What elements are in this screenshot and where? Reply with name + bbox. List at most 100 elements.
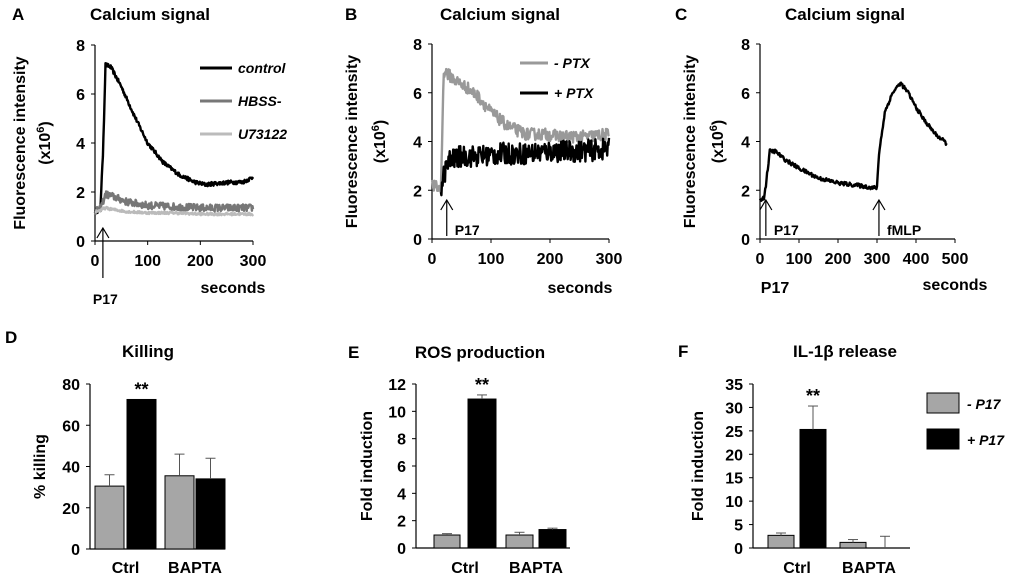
y-axis-label: Fluorescence intensity [344, 55, 361, 228]
x-tick-label: 500 [942, 251, 969, 268]
bar [839, 541, 867, 549]
bar [799, 428, 827, 549]
series-line-1 [439, 137, 611, 197]
chart-title: Calcium signal [90, 5, 210, 24]
x-category-label: Ctrl [783, 560, 811, 577]
legend-label: + P17 [967, 432, 1005, 448]
y-tick-label: 0 [413, 232, 422, 249]
legend-label: control [238, 60, 287, 76]
x-category-label: BAPTA [842, 560, 896, 577]
y-axis-label: Fluorescence intensity [12, 56, 29, 229]
arrow-head [440, 198, 454, 211]
legend-swatch [926, 428, 960, 450]
annotation-label: fMLP [887, 222, 921, 238]
series-line-0 [758, 81, 948, 202]
y-tick-label: 20 [725, 447, 743, 464]
legend-label: HBSS- [238, 93, 282, 109]
y-tick-label: 0 [76, 234, 85, 251]
x-tick-label: 100 [478, 251, 505, 268]
y-tick-label: 0 [734, 541, 743, 558]
arrow-head [759, 198, 773, 211]
legend-label: - PTX [554, 55, 591, 71]
chart-title: Calcium signal [785, 5, 905, 24]
y-tick-label: 40 [62, 460, 80, 477]
legend-swatch [926, 392, 960, 414]
y-tick-label: 2 [413, 183, 422, 200]
x-tick-label: 300 [240, 253, 267, 270]
panel-e: E ROS production Fold induction 0 2 4 6 8 10 12 Ct… [348, 343, 570, 577]
bar-legend: - P17 + P17 [926, 392, 1005, 450]
y-axis-label-unit: (x106) [370, 120, 389, 163]
y-tick-label: 8 [413, 37, 422, 54]
y-tick-label: 20 [62, 501, 80, 518]
y-tick-label: 8 [76, 38, 85, 55]
x-tick-label: 0 [428, 251, 437, 268]
panel-b: B Calcium signal Fluorescence intensity (x1… [344, 5, 622, 297]
y-tick-label: 35 [725, 377, 743, 394]
x-tick-label: 400 [903, 251, 930, 268]
x-tick-label: 100 [134, 253, 161, 270]
y-axis-label: Fold induction [690, 411, 707, 521]
significance-marker: ** [806, 386, 820, 406]
x-tick-label: 300 [864, 251, 891, 268]
y-tick-label: 8 [397, 432, 406, 449]
y-tick-label: 25 [725, 424, 743, 441]
y-axis-label: % killing [32, 434, 49, 499]
y-tick-label: 12 [388, 377, 406, 394]
bar [467, 398, 497, 549]
y-tick-label: 10 [725, 494, 743, 511]
y-tick-label: 8 [741, 37, 750, 54]
panel-label: F [678, 342, 688, 361]
legend-label: + PTX [554, 85, 595, 101]
bar [164, 475, 195, 550]
x-axis-label: seconds [201, 280, 266, 297]
arrow-head [872, 198, 886, 211]
series-line-0 [93, 62, 255, 215]
annotation-label: P17 [93, 291, 118, 307]
x-tick-label: 200 [825, 251, 852, 268]
x-category-label: BAPTA [168, 560, 222, 577]
y-axis-label-unit: (x106) [35, 121, 54, 164]
panel-label: A [12, 5, 24, 24]
x-tick-label: 200 [187, 253, 214, 270]
series-line-1 [93, 190, 255, 216]
y-tick-label: 0 [397, 541, 406, 558]
y-axis-label-unit: (x106) [708, 120, 727, 163]
x-category-label: Ctrl [112, 560, 140, 577]
chart-title: IL-1β release [793, 342, 897, 361]
y-tick-label: 0 [741, 232, 750, 249]
x-category-label: BAPTA [509, 560, 563, 577]
y-tick-label: 30 [725, 400, 743, 417]
series-line-2 [94, 205, 255, 217]
x-axis-annotation: P17 [761, 280, 790, 297]
x-tick-label: 0 [756, 251, 765, 268]
legend-label: - P17 [967, 396, 1002, 412]
panel-label: E [348, 343, 359, 362]
annotation-label: P17 [774, 222, 799, 238]
y-tick-label: 80 [62, 377, 80, 394]
y-tick-label: 4 [741, 135, 750, 152]
significance-marker: ** [475, 375, 489, 395]
y-tick-label: 6 [741, 86, 750, 103]
chart-title: Calcium signal [440, 5, 560, 24]
bar [767, 534, 795, 549]
y-axis-label: Fluorescence intensity [682, 55, 699, 228]
chart-title: ROS production [415, 343, 545, 362]
bar [195, 478, 226, 550]
bar [94, 485, 125, 550]
y-tick-label: 4 [413, 135, 422, 152]
y-axis-label: Fold induction [359, 411, 376, 521]
y-tick-label: 4 [397, 486, 406, 503]
y-tick-label: 4 [76, 136, 85, 153]
panel-d: D Killing % killing 0 20 40 60 80 Ctrl BAPTA ** [5, 328, 226, 577]
y-tick-label: 2 [741, 183, 750, 200]
y-tick-label: 5 [734, 518, 743, 535]
bar [538, 529, 567, 549]
y-tick-label: 15 [725, 471, 743, 488]
bar [433, 534, 461, 549]
panel-f: F IL-1β release Fold induction 0 5 10 15 20 25 30… [678, 342, 910, 577]
chart-title: Killing [122, 342, 174, 361]
y-tick-label: 10 [388, 404, 406, 421]
panel-a: A Calcium signal Fluorescence intensity (x1… [12, 5, 287, 307]
